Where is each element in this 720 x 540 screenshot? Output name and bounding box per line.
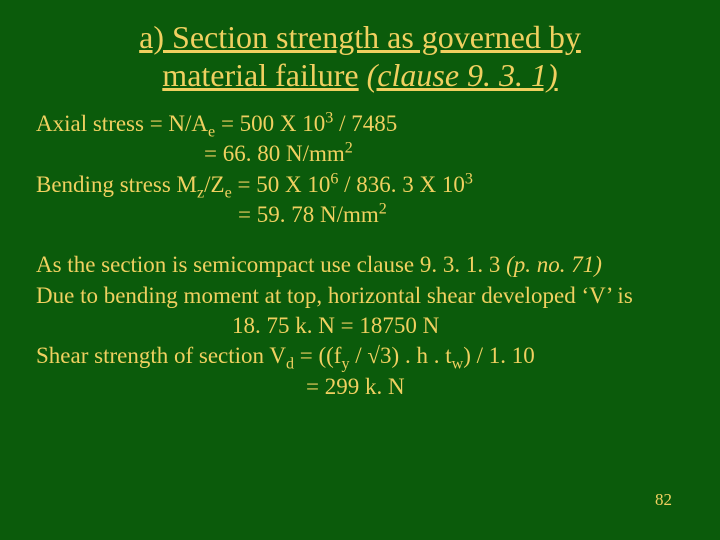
text: As the section is semicompact use clause… [36, 252, 506, 277]
text: / √3) . h . t [350, 343, 452, 368]
text: /Z [204, 172, 224, 197]
bending-stress-result: = 59. 78 N/mm2 [36, 200, 684, 230]
superscript: 3 [465, 170, 473, 187]
shear-strength-result: = 299 k. N [36, 372, 684, 402]
bending-stress-line: Bending stress Mz/Ze = 50 X 106 / 836. 3… [36, 170, 684, 200]
text: = ((f [294, 343, 341, 368]
text: Shear strength of section V [36, 343, 286, 368]
text: = 500 X 10 [215, 111, 325, 136]
page-ref: (p. no. 71) [506, 252, 602, 277]
text: = 50 X 10 [232, 172, 331, 197]
axial-stress-line: Axial stress = N/Ae = 500 X 103 / 7485 [36, 109, 684, 139]
text: ) / 1. 10 [463, 343, 535, 368]
title-clause: (clause 9. 3. 1) [367, 57, 558, 93]
subscript: d [286, 356, 294, 373]
subscript: e [225, 184, 232, 201]
slide: a) Section strength as governed by mater… [0, 0, 720, 540]
superscript: 2 [379, 200, 387, 217]
shear-strength-line: Shear strength of section Vd = ((fy / √3… [36, 341, 684, 371]
spacer [36, 230, 684, 250]
subscript: w [452, 356, 464, 373]
shear-value: 18. 75 k. N = 18750 N [36, 311, 684, 341]
title-line2-lead: material failure [162, 57, 358, 93]
text: Axial stress = N/A [36, 111, 208, 136]
text: / 7485 [333, 111, 397, 136]
axial-stress-result: = 66. 80 N/mm2 [36, 139, 684, 169]
text: = 66. 80 N/mm [204, 141, 345, 166]
title-line1: a) Section strength as governed by [139, 19, 581, 55]
slide-body: Axial stress = N/Ae = 500 X 103 / 7485 =… [36, 109, 684, 402]
slide-title: a) Section strength as governed by mater… [36, 18, 684, 95]
text: Bending stress M [36, 172, 197, 197]
subscript: y [341, 356, 349, 373]
text: = 59. 78 N/mm [238, 202, 379, 227]
text: / 836. 3 X 10 [338, 172, 465, 197]
page-number: 82 [655, 490, 672, 510]
shear-intro: Due to bending moment at top, horizontal… [36, 281, 684, 311]
superscript: 2 [345, 139, 353, 156]
semicompact-note: As the section is semicompact use clause… [36, 250, 684, 280]
